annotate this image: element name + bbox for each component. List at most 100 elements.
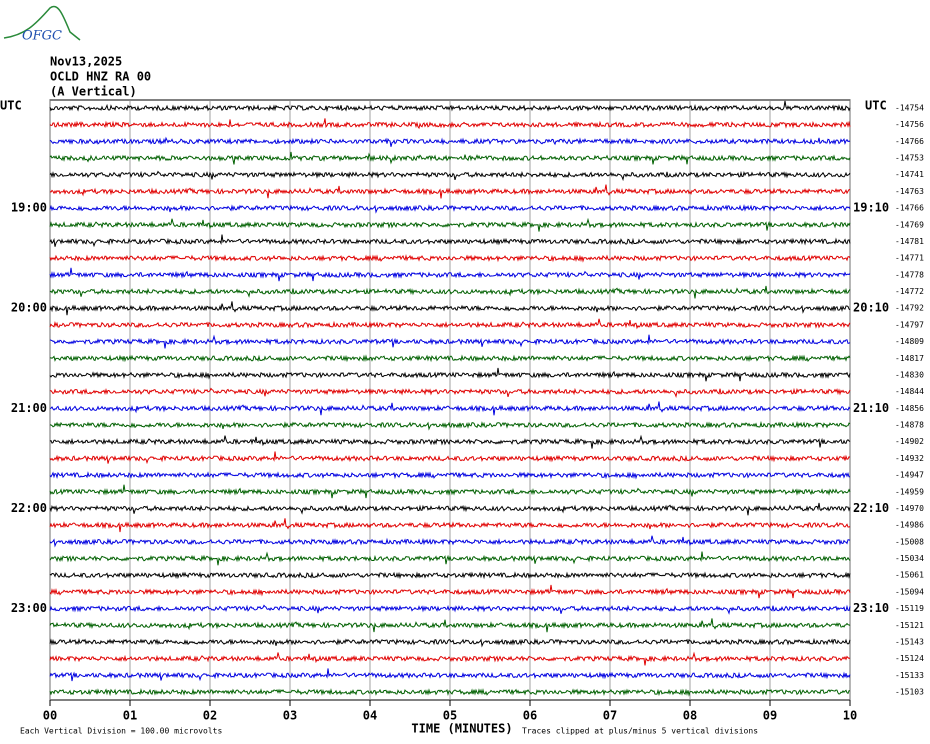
trace-offset: -15094: [895, 587, 924, 596]
left-time-label: 20:00: [11, 301, 47, 315]
logo-text: OFGC: [22, 29, 62, 44]
trace: [49, 285, 851, 299]
left-time-label: UTC: [0, 99, 22, 113]
title: (A Vertical): [50, 85, 137, 99]
trace-offset: -15133: [895, 671, 924, 680]
x-tick-label: 05: [443, 709, 457, 723]
trace: [49, 637, 851, 648]
trace-offset: -14756: [895, 120, 924, 129]
x-tick-label: 08: [683, 709, 697, 723]
trace-offset: -15124: [895, 654, 924, 663]
left-time-label: 21:00: [11, 401, 47, 415]
trace-offset: -14932: [895, 454, 924, 463]
trace-offset: -15061: [895, 571, 924, 580]
trace-offset: -15034: [895, 554, 924, 563]
trace: [49, 136, 851, 147]
trace-offset: -14856: [895, 404, 924, 413]
trace-offset: -14947: [895, 471, 924, 480]
trace: [49, 401, 851, 416]
trace-offset: -14781: [895, 237, 924, 246]
footer-note: Traces clipped at plus/minus 5 vertical …: [522, 727, 758, 736]
trace: [49, 420, 851, 431]
trace: [49, 651, 851, 666]
x-tick-label: 06: [523, 709, 537, 723]
left-time-label: 19:00: [11, 201, 47, 215]
logo-arc: [3, 5, 81, 41]
trace-offset: -14754: [895, 104, 924, 113]
trace: [49, 584, 851, 599]
trace-offset: -14766: [895, 204, 924, 213]
trace: [49, 203, 851, 214]
trace: [49, 535, 851, 548]
x-tick-label: 07: [603, 709, 617, 723]
trace: [49, 170, 851, 182]
x-tick-label: 02: [203, 709, 217, 723]
trace-offset: -14766: [895, 137, 924, 146]
trace: [49, 502, 851, 516]
trace-offset: -14809: [895, 337, 924, 346]
trace: [49, 604, 851, 615]
trace: [49, 354, 851, 363]
trace: [49, 471, 851, 480]
trace-offset: -14830: [895, 370, 924, 379]
trace: [49, 100, 851, 113]
left-time-label: 22:00: [11, 501, 47, 515]
trace-offset: -14986: [895, 521, 924, 530]
footer-note: Each Vertical Division = 100.00 microvol…: [20, 727, 222, 736]
trace: [49, 318, 851, 330]
trace: [49, 234, 851, 248]
trace: [49, 387, 851, 398]
logo: OFGC: [3, 5, 81, 44]
right-time-label: 21:10: [853, 401, 889, 415]
trace: [49, 571, 851, 580]
trace: [49, 434, 851, 449]
trace-offset: -14844: [895, 387, 924, 396]
trace-offset: -15143: [895, 637, 924, 646]
right-time-label: 23:10: [853, 601, 889, 615]
trace: [49, 267, 851, 282]
trace-offset: -14771: [895, 254, 924, 263]
trace-offset: -14769: [895, 220, 924, 229]
trace: [49, 334, 851, 349]
trace: [49, 518, 851, 533]
x-tick-label: 00: [43, 709, 57, 723]
x-tick-label: 10: [843, 709, 857, 723]
trace: [49, 184, 851, 199]
trace: [49, 151, 851, 165]
trace: [49, 618, 851, 633]
x-tick-label: 01: [123, 709, 137, 723]
right-time-label: 20:10: [853, 301, 889, 315]
trace-offset: -14778: [895, 270, 924, 279]
trace-offset: -14817: [895, 354, 924, 363]
trace-offset: -15103: [895, 688, 924, 697]
trace-offset: -14959: [895, 487, 924, 496]
trace: [49, 484, 851, 499]
trace-offset: -15119: [895, 604, 924, 613]
trace: [49, 301, 851, 316]
trace: [49, 668, 851, 682]
x-tick-label: 09: [763, 709, 777, 723]
trace: [49, 551, 851, 566]
trace-offset: -14772: [895, 287, 924, 296]
trace-offset: -14797: [895, 320, 924, 329]
x-tick-label: 03: [283, 709, 297, 723]
left-time-label: 23:00: [11, 601, 47, 615]
trace-offset: -14902: [895, 437, 924, 446]
right-time-label: 22:10: [853, 501, 889, 515]
right-time-label: UTC: [865, 99, 887, 113]
trace-offset: -14753: [895, 154, 924, 163]
trace: [49, 367, 851, 382]
x-tick-label: 04: [363, 709, 377, 723]
trace-offset: -14741: [895, 170, 924, 179]
trace-offset: -15008: [895, 537, 924, 546]
trace-offset: -15121: [895, 621, 924, 630]
trace: [49, 217, 851, 232]
trace-offset: -14792: [895, 304, 924, 313]
trace: [49, 118, 851, 130]
trace-offset: -14970: [895, 504, 924, 513]
trace: [49, 451, 851, 465]
x-axis-label: TIME (MINUTES): [411, 722, 512, 736]
title: Nov13,2025: [50, 55, 122, 69]
trace: [49, 254, 851, 263]
